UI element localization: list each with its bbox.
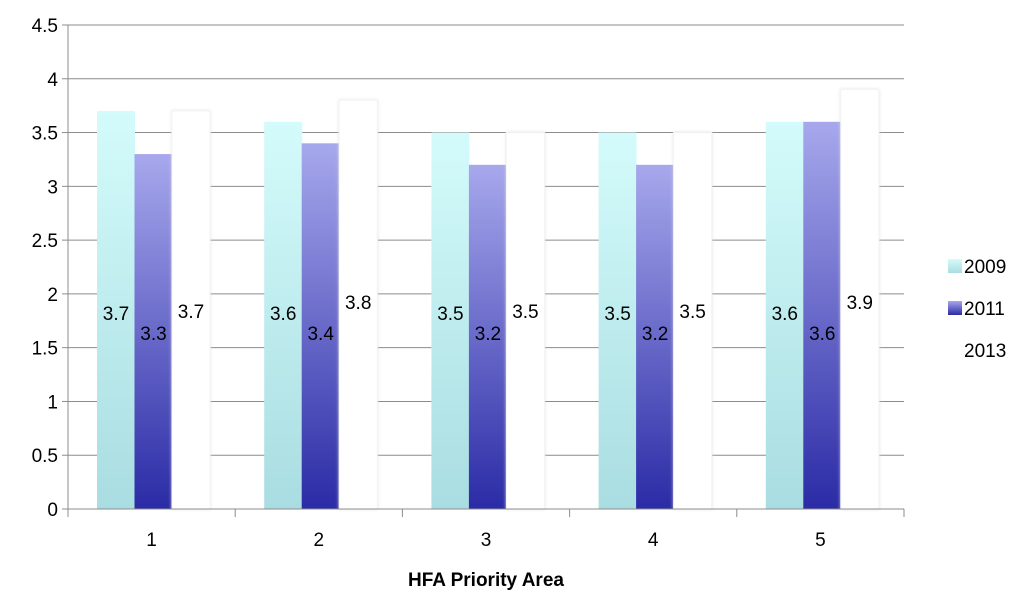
- x-tick-label: 4: [648, 530, 659, 551]
- data-label-2011-5: 3.6: [809, 324, 835, 345]
- bar-2009-1: [97, 111, 135, 510]
- data-label-2013-1: 3.7: [178, 302, 204, 323]
- y-tick-label: 3.5: [32, 124, 58, 145]
- bar-2013-5: [840, 89, 880, 510]
- legend-swatch-2011: [948, 301, 962, 315]
- x-axis-title: HFA Priority Area: [408, 570, 564, 591]
- data-label-2013-4: 3.5: [679, 302, 705, 323]
- legend-swatch-2013: [948, 343, 962, 357]
- data-label-2009-3: 3.5: [437, 304, 463, 325]
- data-label-2013-2: 3.8: [345, 293, 371, 314]
- legend-label-2011: 2011: [964, 299, 1005, 320]
- axes: [62, 24, 905, 517]
- y-tick-label: 2: [47, 285, 58, 306]
- x-tick-label: 5: [815, 530, 826, 551]
- bar-2011-4: [636, 164, 675, 510]
- y-tick-label: 2.5: [32, 231, 58, 252]
- data-label-2013-3: 3.5: [512, 302, 538, 323]
- legend-swatch-2009: [948, 259, 962, 273]
- legend: 2009 2011 2013: [948, 257, 1006, 362]
- y-tick-label: 3: [47, 177, 58, 198]
- y-tick-label: 1: [47, 392, 58, 413]
- y-tick-label: 4: [47, 70, 58, 91]
- y-tick-label: 0.5: [32, 446, 58, 467]
- data-labels: 3.7 3.3 3.7 3.6 3.4 3.8 3.5 3.2 3.5 3.5 3.2 3.5 3.6 3…: [103, 293, 873, 345]
- data-label-2009-1: 3.7: [103, 304, 129, 325]
- bar-2011-5: [803, 121, 842, 510]
- y-tick-label: 4.5: [32, 16, 58, 37]
- data-label-2011-2: 3.4: [307, 324, 334, 345]
- bar-2013-1: [171, 110, 211, 510]
- bar-2011-2: [301, 143, 340, 510]
- bar-2009-2: [264, 121, 303, 510]
- bar-2011-3: [468, 164, 507, 510]
- x-tick-label: 2: [314, 530, 325, 551]
- data-label-2009-4: 3.5: [604, 304, 630, 325]
- x-tick-label: 1: [146, 530, 157, 551]
- data-label-2009-5: 3.6: [772, 304, 798, 325]
- bar-2009-4: [598, 132, 637, 510]
- x-tick-label: 3: [481, 530, 492, 551]
- data-label-2011-4: 3.2: [642, 324, 668, 345]
- bar-2013-2: [338, 99, 378, 510]
- data-label-2011-3: 3.2: [475, 324, 501, 345]
- y-tick-label: 1.5: [32, 339, 58, 360]
- data-label-2011-1: 3.3: [140, 324, 166, 345]
- legend-label-2009: 2009: [964, 257, 1006, 278]
- bar-2011-1: [134, 154, 173, 510]
- bars: [97, 89, 880, 510]
- x-tick-labels: 1 2 3 4 5: [146, 530, 825, 551]
- y-tick-label: 0: [47, 500, 58, 521]
- bar-2013-3: [505, 132, 545, 510]
- legend-label-2013: 2013: [964, 341, 1006, 362]
- bar-2009-5: [765, 121, 804, 510]
- data-label-2013-5: 3.9: [847, 293, 873, 314]
- data-label-2009-2: 3.6: [270, 304, 296, 325]
- y-tick-labels: 0 0.5 1 1.5 2 2.5 3 3.5 4 4.5: [32, 16, 59, 521]
- bar-2009-3: [431, 132, 470, 510]
- bar-2013-4: [673, 132, 713, 510]
